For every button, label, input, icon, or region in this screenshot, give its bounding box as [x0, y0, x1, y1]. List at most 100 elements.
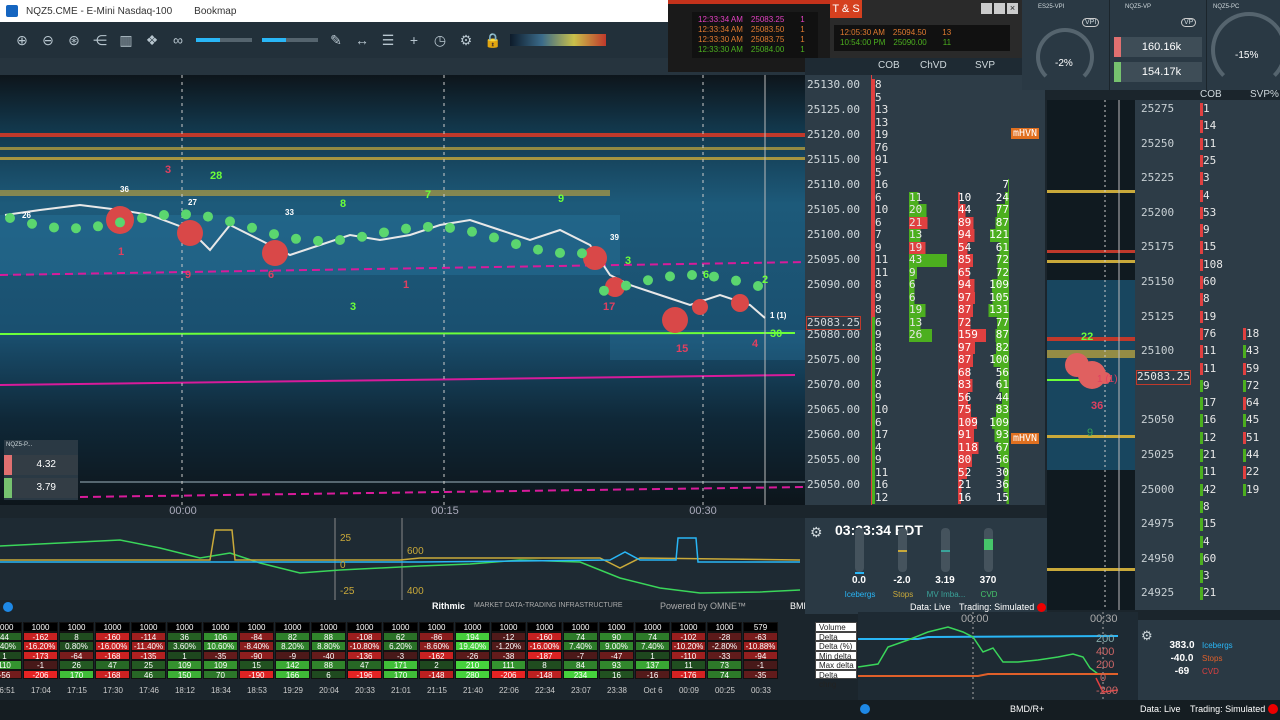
zoom-in-icon[interactable]: ⊕	[16, 32, 28, 48]
table-cell: 170	[59, 669, 94, 680]
time-label: 00:30	[1090, 613, 1118, 625]
indicators-icon[interactable]: ❖	[145, 32, 159, 48]
indicator-pane[interactable]: 25 0 -25 600 400	[0, 518, 805, 600]
table-cell: -168	[95, 650, 130, 661]
chart-settings-icon[interactable]: ▥	[119, 32, 133, 48]
price-label[interactable]: 25125.00	[807, 103, 860, 116]
colormap-dropdown[interactable]	[510, 34, 606, 46]
price-label[interactable]: 24925	[1141, 586, 1175, 600]
price-label[interactable]: 25050.00	[807, 478, 860, 491]
price-label[interactable]: 25075.00	[807, 353, 860, 366]
pencil-icon[interactable]: ✎	[330, 32, 342, 48]
header-svp-pct[interactable]: SVP%	[1250, 89, 1279, 100]
current-price[interactable]: 25083.25	[1136, 370, 1191, 385]
share-icon[interactable]: ⋲	[93, 32, 107, 48]
table-time-label: 21:40	[462, 686, 484, 695]
cob-value: 13	[872, 116, 888, 129]
price-label[interactable]: 25090.00	[807, 278, 860, 291]
price-label[interactable]: 25150	[1141, 275, 1175, 288]
price-label[interactable]: 25110.00	[807, 178, 860, 191]
price-label[interactable]: 25175	[1141, 240, 1175, 254]
cob-value: 1	[1200, 102, 1210, 116]
info-icon[interactable]	[860, 704, 870, 714]
header-cob-2[interactable]: COB	[1200, 89, 1222, 100]
timer-icon[interactable]: ◷	[433, 32, 447, 48]
vp-badge[interactable]: VP	[1181, 18, 1197, 27]
table-cell: -176	[671, 669, 706, 680]
row-label: Delta chng	[815, 669, 857, 689]
table-cell: -10.80%	[347, 641, 382, 651]
table-cell: 1000	[455, 622, 490, 632]
price-label[interactable]: 25105.00	[807, 203, 860, 216]
svp-buy-value: 61	[987, 378, 1009, 392]
cob-value: 6	[872, 316, 882, 329]
widget-pc[interactable]: NQZ5-PC -15%	[1206, 0, 1280, 90]
lock-icon[interactable]: 🔒	[484, 32, 502, 48]
minimize-button[interactable]	[981, 3, 992, 14]
price-label[interactable]: 25065.00	[807, 403, 860, 416]
current-price[interactable]: 25083.25	[806, 315, 861, 330]
price-label[interactable]: 25200	[1141, 205, 1175, 219]
price-label[interactable]: 25275	[1141, 102, 1175, 115]
price-label[interactable]: 25125	[1141, 309, 1175, 323]
comment-icon[interactable]: ☰	[381, 32, 395, 48]
table-cell: 36	[167, 631, 202, 642]
header-cob[interactable]: COB	[878, 60, 900, 71]
cvd-chart[interactable]: 00:00 00:30 200 400 200 0 -200	[857, 612, 1138, 700]
price-label[interactable]: 25080.00	[807, 328, 860, 341]
table-cell: 4.40%	[0, 641, 22, 651]
buy-marker: 2	[762, 274, 768, 286]
price-label[interactable]: 25055.00	[807, 453, 860, 466]
price-label[interactable]: 25100.00	[807, 228, 860, 241]
vpi-badge[interactable]: VPI	[1082, 18, 1100, 27]
cob-value: 8	[872, 278, 882, 292]
time-and-sales-window-2[interactable]: T & S × 12:05:30 AM 25094.50 13 10:54:00 PM…	[830, 0, 1022, 58]
contrast-slider[interactable]	[262, 38, 318, 42]
price-label[interactable]: 25250	[1141, 136, 1175, 150]
zoom-out-icon[interactable]: ⊖	[42, 32, 54, 48]
price-label[interactable]: 25130.00	[807, 78, 860, 91]
link-icon[interactable]: ∞	[173, 32, 183, 48]
close-button[interactable]: ×	[1007, 3, 1018, 14]
header-chvd[interactable]: ChVD	[920, 60, 947, 71]
price-label[interactable]: 25115.00	[807, 153, 860, 166]
info-icon[interactable]	[3, 602, 13, 612]
price-label[interactable]: 25000	[1141, 482, 1175, 496]
settings-icon[interactable]: ⚙	[459, 32, 473, 48]
price-label[interactable]: 25050	[1141, 413, 1175, 427]
price-ladder[interactable]: 25130.00 8 5 25125.00 13 13 25120.00 19 76 25115.…	[805, 75, 1045, 505]
price-label[interactable]: 25025	[1141, 448, 1175, 461]
price-label[interactable]: 25100	[1141, 344, 1175, 358]
heatmap-chart[interactable]: 3 28 36 27 26 33 8 7 9 1 9 6 1 3 39 3 17 15 6 2 4 30 1 (1)	[0, 75, 806, 505]
gear-icon[interactable]: ⚙	[1141, 628, 1153, 643]
crosshair-icon[interactable]: +	[409, 32, 419, 48]
maximize-button[interactable]	[994, 3, 1005, 14]
measure-icon[interactable]: ↔	[355, 32, 369, 48]
brightness-slider[interactable]	[196, 38, 252, 42]
widget-vpi[interactable]: ES25-VPI VPI -2%	[1022, 0, 1110, 90]
table-cell: -16.20%	[23, 641, 58, 651]
cob-value: 9	[872, 391, 882, 404]
price-label[interactable]: 25060.00	[807, 428, 860, 441]
zoom-fit-icon[interactable]: ⊛	[68, 32, 80, 48]
time-and-sales-window-1[interactable]: 12:33:34 AM 25083.25 1 12:33:34 AM 25083.50 1…	[668, 0, 830, 72]
ind-label-25: 25	[340, 533, 352, 544]
price-label[interactable]: 25225	[1141, 171, 1175, 185]
size-label: 27	[188, 198, 197, 207]
header-svp[interactable]: SVP	[975, 60, 996, 71]
trade-price: 25084.00	[750, 45, 785, 54]
price-ladder-2[interactable]: COB SVP% 25275 1 14 25250 11 25 25225 3 4 25200 53…	[1135, 89, 1280, 610]
gear-icon[interactable]: ⚙	[810, 524, 823, 540]
price-label[interactable]: 24975	[1141, 517, 1175, 531]
ladder-header: COB ChVD SVP	[805, 58, 1045, 75]
widget-vp[interactable]: NQZ5-VP VP 160.16k 154.17k	[1111, 0, 1205, 90]
mini-heatmap[interactable]: 22 36 9 1 (1)	[1047, 100, 1135, 610]
trade-price: 25094.50	[892, 28, 927, 37]
price-label[interactable]: 25095.00	[807, 253, 860, 266]
mini-widget[interactable]: NQZ5-P... 4.32 3.79	[4, 440, 78, 500]
table-cell: 280	[455, 669, 490, 680]
price-label[interactable]: 24950	[1141, 551, 1175, 565]
table-cell: 166	[275, 669, 310, 680]
price-label[interactable]: 25120.00	[807, 128, 860, 141]
price-label[interactable]: 25070.00	[807, 378, 860, 391]
